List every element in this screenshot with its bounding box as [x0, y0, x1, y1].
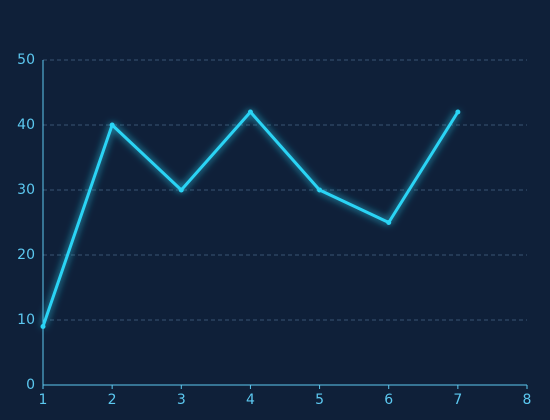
x-tick-label: 4	[246, 392, 255, 408]
y-tick-label: 40	[17, 117, 35, 133]
x-tick-label: 3	[177, 392, 186, 408]
y-tick-label: 0	[26, 377, 35, 393]
x-tick-label: 6	[384, 392, 393, 408]
y-tick-label: 50	[17, 52, 35, 68]
point	[386, 220, 392, 225]
y-tick-label: 10	[17, 312, 35, 328]
y-tick-label: 30	[17, 182, 35, 198]
point	[40, 324, 46, 329]
x-tick-label: 5	[315, 392, 324, 408]
x-tick-label: 2	[108, 392, 117, 408]
point	[317, 187, 323, 193]
x-tick-label: 7	[453, 392, 462, 408]
grid	[43, 59, 527, 386]
axes: 0 10 20 30 40 50 1 2 3 4 5 6 7 8	[17, 52, 531, 408]
y-tick-label: 20	[17, 247, 35, 263]
series-line	[41, 110, 460, 327]
point	[247, 109, 253, 115]
point	[455, 109, 461, 115]
plot	[40, 109, 461, 329]
x-tick-label: 1	[39, 392, 48, 408]
x-tick-label: 8	[523, 392, 532, 408]
point	[109, 122, 115, 128]
point	[178, 187, 184, 193]
